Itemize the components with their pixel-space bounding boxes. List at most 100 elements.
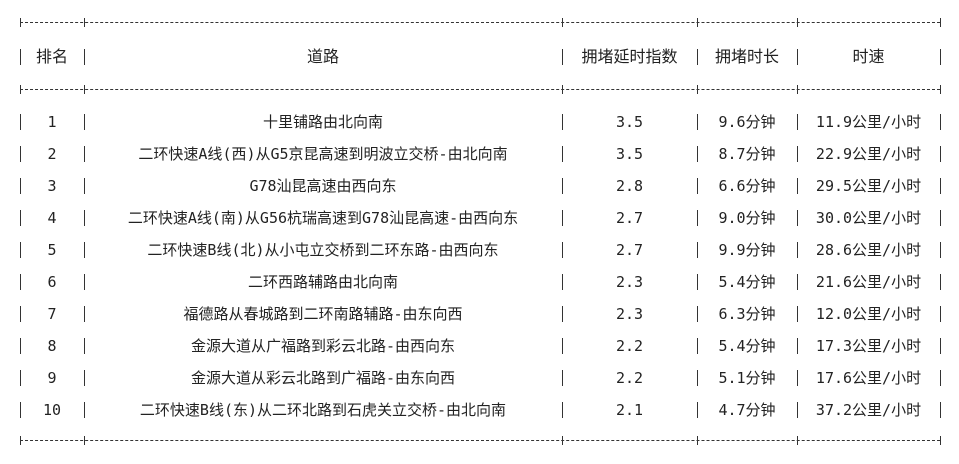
cell-road: 二环快速B线(北)从小屯立交桥到二环东路-由西向东 [147, 241, 499, 259]
border-corner [16, 436, 25, 445]
cell-delay-index: 2.2 [615, 369, 644, 387]
column-separator [84, 210, 85, 226]
cell-road: 福德路从春城路到二环南路辅路-由东向西 [183, 305, 463, 323]
cell-rank: 4 [47, 209, 57, 227]
column-separator [797, 49, 798, 65]
column-separator [797, 210, 798, 226]
cell-speed: 22.9公里/小时 [815, 145, 922, 163]
column-separator [697, 370, 698, 386]
table-border-line [20, 440, 940, 441]
border-corner [16, 18, 25, 27]
cell-speed: 30.0公里/小时 [815, 209, 922, 227]
column-separator [940, 370, 941, 386]
border-corner [16, 85, 25, 94]
cell-duration: 8.7分钟 [718, 145, 776, 163]
column-separator [562, 242, 563, 258]
header-road: 道路 [306, 47, 339, 66]
cell-speed: 37.2公里/小时 [815, 401, 922, 419]
border-corner [936, 436, 945, 445]
cell-duration: 5.4分钟 [718, 273, 776, 291]
border-corner [558, 18, 567, 27]
cell-delay-index: 2.2 [615, 337, 644, 355]
cell-speed: 29.5公里/小时 [815, 177, 922, 195]
column-separator [940, 146, 941, 162]
column-separator [797, 338, 798, 354]
cell-rank: 5 [47, 241, 57, 259]
column-separator [797, 146, 798, 162]
border-corner [558, 436, 567, 445]
column-separator [697, 114, 698, 130]
cell-rank: 7 [47, 305, 57, 323]
column-separator [940, 338, 941, 354]
border-corner [558, 85, 567, 94]
column-separator [20, 146, 21, 162]
column-separator [697, 49, 698, 65]
cell-rank: 6 [47, 273, 57, 291]
column-separator [940, 178, 941, 194]
cell-duration: 6.6分钟 [718, 177, 776, 195]
header-duration: 拥堵时长 [714, 47, 779, 66]
column-separator [84, 402, 85, 418]
column-separator [84, 49, 85, 65]
border-corner [80, 436, 89, 445]
column-separator [20, 178, 21, 194]
column-separator [84, 114, 85, 130]
column-separator [562, 210, 563, 226]
cell-road: 金源大道从广福路到彩云北路-由西向东 [190, 337, 456, 355]
column-separator [562, 49, 563, 65]
cell-rank: 3 [47, 177, 57, 195]
cell-duration: 4.7分钟 [718, 401, 776, 419]
column-separator [20, 306, 21, 322]
cell-delay-index: 2.1 [615, 401, 644, 419]
column-separator [697, 402, 698, 418]
cell-rank: 9 [47, 369, 57, 387]
border-corner [793, 436, 802, 445]
cell-rank: 10 [42, 401, 62, 419]
column-separator [940, 114, 941, 130]
column-separator [84, 338, 85, 354]
border-corner [693, 85, 702, 94]
header-speed: 时速 [852, 47, 885, 66]
column-separator [697, 210, 698, 226]
cell-speed: 17.6公里/小时 [815, 369, 922, 387]
column-separator [797, 306, 798, 322]
column-separator [697, 178, 698, 194]
border-corner [793, 85, 802, 94]
column-separator [20, 210, 21, 226]
border-corner [80, 18, 89, 27]
column-separator [562, 178, 563, 194]
column-separator [562, 114, 563, 130]
column-separator [84, 306, 85, 322]
cell-road: 二环快速A线(西)从G5京昆高速到明波立交桥-由北向南 [138, 145, 508, 163]
cell-speed: 12.0公里/小时 [815, 305, 922, 323]
column-separator [84, 370, 85, 386]
border-corner [793, 18, 802, 27]
cell-delay-index: 2.7 [615, 209, 644, 227]
cell-duration: 9.6分钟 [718, 113, 776, 131]
cell-delay-index: 2.7 [615, 241, 644, 259]
cell-duration: 5.1分钟 [718, 369, 776, 387]
cell-road: G78汕昆高速由西向东 [249, 177, 397, 195]
cell-duration: 9.9分钟 [718, 241, 776, 259]
header-rank: 排名 [35, 47, 68, 66]
column-separator [84, 146, 85, 162]
cell-speed: 17.3公里/小时 [815, 337, 922, 355]
column-separator [20, 338, 21, 354]
column-separator [20, 242, 21, 258]
column-separator [562, 274, 563, 290]
cell-duration: 9.0分钟 [718, 209, 776, 227]
column-separator [940, 49, 941, 65]
column-separator [797, 114, 798, 130]
cell-speed: 11.9公里/小时 [815, 113, 922, 131]
column-separator [697, 242, 698, 258]
column-separator [562, 306, 563, 322]
cell-delay-index: 3.5 [615, 145, 644, 163]
table-border-line [20, 89, 940, 90]
cell-duration: 5.4分钟 [718, 337, 776, 355]
column-separator [562, 402, 563, 418]
cell-rank: 2 [47, 145, 57, 163]
column-separator [562, 146, 563, 162]
column-separator [797, 242, 798, 258]
cell-duration: 6.3分钟 [718, 305, 776, 323]
column-separator [20, 114, 21, 130]
